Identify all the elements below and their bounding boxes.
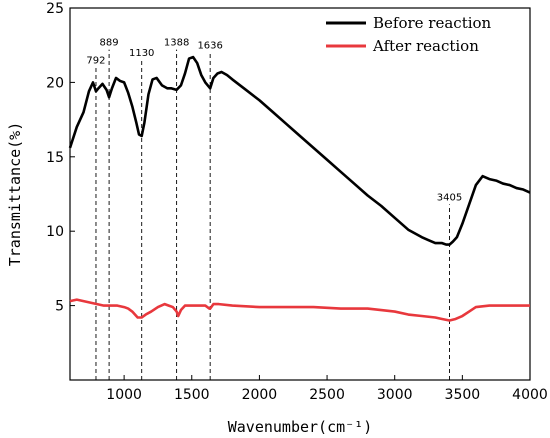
x-axis-ticks: 1000 1500 2000 2500 3000 3500 4000 xyxy=(106,375,548,403)
peak-label: 792 xyxy=(86,56,105,67)
y-tick-label: 15 xyxy=(46,150,64,166)
x-tick-label: 1500 xyxy=(174,387,210,403)
series-line-after-reaction xyxy=(69,298,530,322)
legend-label: Before reaction xyxy=(373,14,492,32)
plot-border xyxy=(69,7,531,381)
peak-label: 3405 xyxy=(437,192,462,203)
x-tick-label: 3500 xyxy=(445,387,481,403)
peak-annotations: 792 889 1130 1388 1636 3405 xyxy=(86,38,462,380)
peak-label: 1130 xyxy=(129,48,154,59)
y-tick-label: 10 xyxy=(46,224,64,240)
peak-label: 1636 xyxy=(197,41,222,52)
x-tick-label: 4000 xyxy=(512,387,548,403)
legend-label: After reaction xyxy=(372,37,479,55)
y-tick-label: 5 xyxy=(55,299,64,315)
peak-label: 889 xyxy=(100,38,119,49)
y-axis-title: Transmittance(%) xyxy=(6,122,24,267)
y-axis-ticks: 5 10 15 20 25 xyxy=(46,1,75,315)
peak-label: 1388 xyxy=(164,38,189,49)
x-tick-label: 2500 xyxy=(309,387,345,403)
y-tick-label: 20 xyxy=(46,75,64,91)
x-axis-title: Wavenumber(cm⁻¹) xyxy=(228,418,373,436)
series-line-before-reaction xyxy=(68,55,531,246)
series-layer xyxy=(68,55,531,322)
plot-frame xyxy=(69,7,531,381)
x-tick-label: 1000 xyxy=(106,387,142,403)
y-tick-label: 25 xyxy=(46,1,64,17)
legend: Before reaction After reaction xyxy=(326,14,492,55)
x-tick-label: 3000 xyxy=(377,387,413,403)
x-tick-label: 2000 xyxy=(242,387,278,403)
